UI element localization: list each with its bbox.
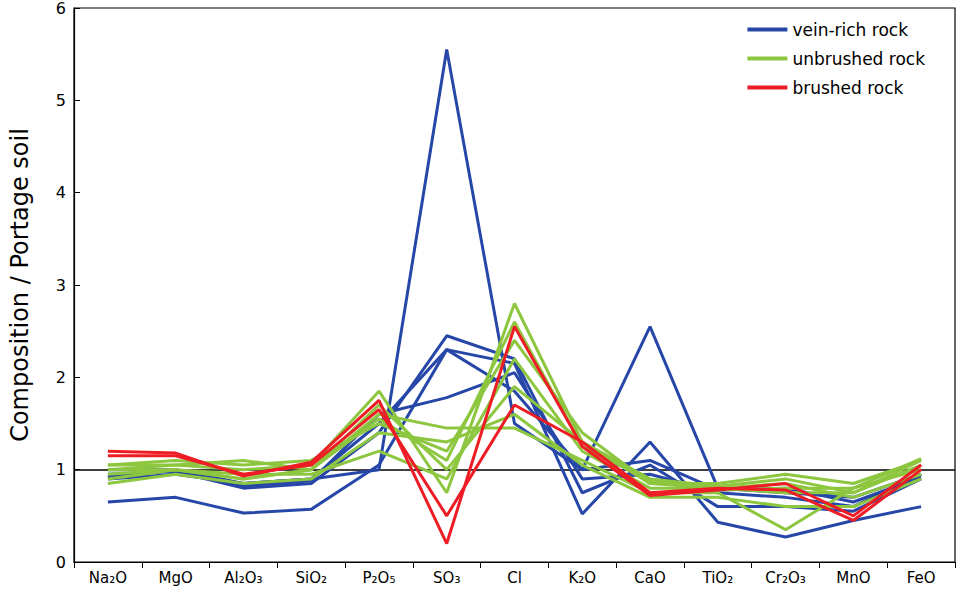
svg-text:Cr₂O₃: Cr₂O₃ — [765, 569, 805, 587]
svg-text:SiO₂: SiO₂ — [295, 569, 327, 587]
svg-text:Cl: Cl — [507, 569, 522, 587]
svg-text:FeO: FeO — [907, 569, 936, 587]
svg-text:MgO: MgO — [159, 569, 193, 587]
svg-text:TiO₂: TiO₂ — [701, 569, 733, 587]
svg-text:Na₂O: Na₂O — [89, 569, 127, 587]
svg-text:1: 1 — [56, 460, 66, 479]
svg-text:0: 0 — [56, 553, 66, 572]
svg-text:vein-rich rock: vein-rich rock — [792, 20, 908, 40]
svg-text:SO₃: SO₃ — [433, 569, 460, 587]
svg-text:P₂O₅: P₂O₅ — [363, 569, 396, 587]
svg-text:brushed rock: brushed rock — [792, 78, 903, 98]
svg-text:2: 2 — [56, 368, 66, 387]
svg-text:3: 3 — [56, 276, 66, 295]
svg-text:CaO: CaO — [634, 569, 665, 587]
svg-text:Al₂O₃: Al₂O₃ — [224, 569, 262, 587]
svg-text:5: 5 — [56, 91, 66, 110]
svg-text:MnO: MnO — [836, 569, 870, 587]
svg-text:K₂O: K₂O — [568, 569, 596, 587]
svg-text:unbrushed rock: unbrushed rock — [792, 49, 925, 69]
svg-text:6: 6 — [56, 0, 66, 18]
svg-text:Composition / Portage soil: Composition / Portage soil — [6, 128, 34, 442]
svg-text:4: 4 — [56, 183, 66, 202]
